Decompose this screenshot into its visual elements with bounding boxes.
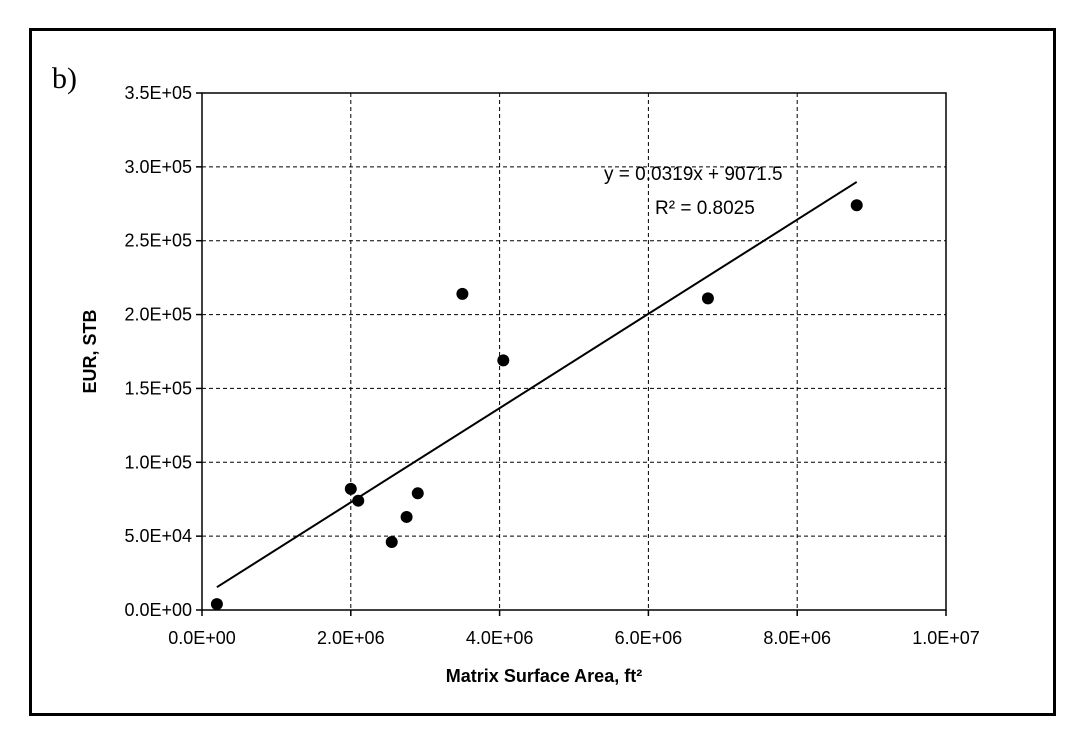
y-tick-label: 3.5E+05 bbox=[124, 83, 192, 103]
data-point bbox=[497, 354, 510, 367]
data-point bbox=[456, 287, 469, 300]
y-tick-label: 0.0E+00 bbox=[124, 600, 192, 620]
x-tick-label: 0.0E+00 bbox=[168, 628, 236, 648]
y-axis-title: EUR, STB bbox=[80, 309, 100, 393]
x-tick-label: 1.0E+07 bbox=[912, 628, 980, 648]
x-tick-label: 4.0E+06 bbox=[466, 628, 534, 648]
y-tick-label: 5.0E+04 bbox=[124, 526, 192, 546]
data-point bbox=[352, 494, 365, 507]
x-tick-label: 2.0E+06 bbox=[317, 628, 385, 648]
x-axis-ticks: 0.0E+00 2.0E+06 4.0E+06 6.0E+06 8.0E+06 1.0E+… bbox=[168, 610, 980, 648]
data-point bbox=[385, 536, 398, 549]
panel-label: b) bbox=[52, 62, 77, 95]
y-tick-label: 1.5E+05 bbox=[124, 378, 192, 398]
data-point bbox=[400, 510, 413, 523]
grid-lines bbox=[202, 93, 946, 610]
trendline-equation: y = 0.0319x + 9071.5 bbox=[604, 164, 783, 185]
data-point bbox=[701, 292, 714, 305]
y-tick-label: 2.0E+05 bbox=[124, 305, 192, 325]
data-points bbox=[210, 199, 863, 611]
plot-area bbox=[201, 92, 947, 611]
y-tick-label: 1.0E+05 bbox=[124, 452, 192, 472]
data-point bbox=[210, 598, 223, 611]
y-axis-ticks: 0.0E+00 5.0E+04 1.0E+05 1.5E+05 2.0E+05 2.5E+… bbox=[124, 83, 202, 620]
x-tick-label: 8.0E+06 bbox=[763, 628, 831, 648]
y-tick-label: 3.0E+05 bbox=[124, 157, 192, 177]
data-point bbox=[850, 199, 863, 212]
x-axis-title: Matrix Surface Area, ft² bbox=[446, 666, 642, 686]
data-point bbox=[344, 482, 357, 495]
trendline bbox=[216, 181, 858, 589]
x-tick-label: 6.0E+06 bbox=[615, 628, 683, 648]
figure-frame bbox=[29, 28, 1056, 716]
trendline-r-squared: R² = 0.8025 bbox=[655, 198, 755, 219]
data-point bbox=[411, 487, 424, 500]
y-tick-label: 2.5E+05 bbox=[124, 231, 192, 251]
